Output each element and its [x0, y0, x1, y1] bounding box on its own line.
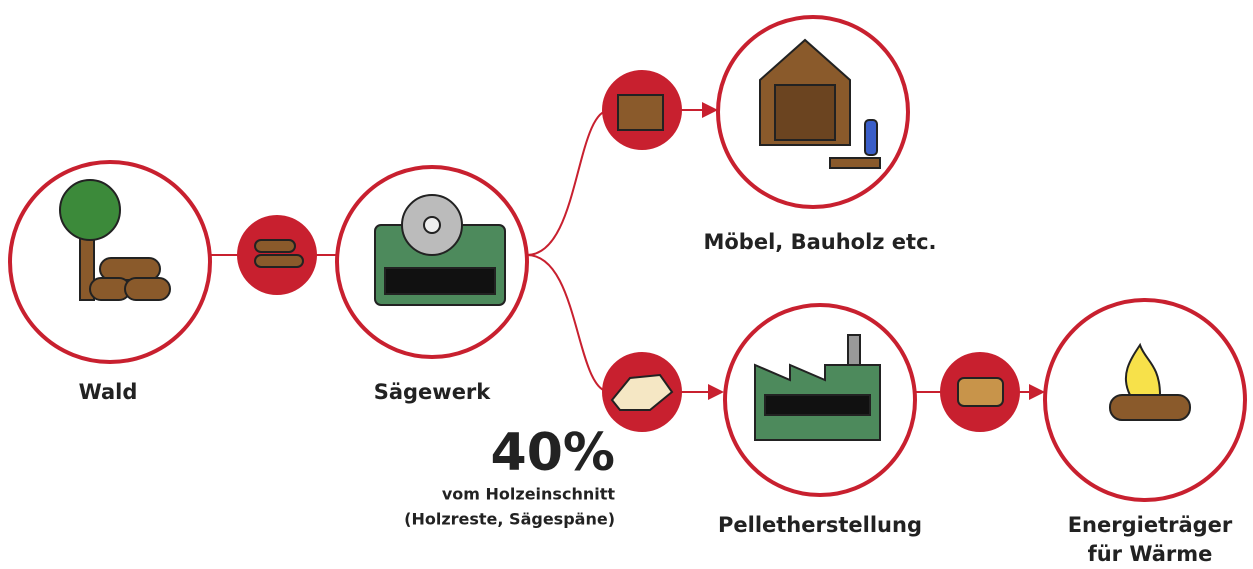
stat-text: vom Holzeinschnitt [442, 485, 615, 504]
node-label: Sägewerk [374, 380, 492, 404]
node-label: Pelletherstellung [718, 513, 922, 537]
stat-text: (Holzreste, Sägespäne) [404, 510, 615, 529]
node-label: für Wärme [1088, 542, 1213, 566]
diagram: Wald Sägewerk Möbel, Bauholz etc. Pellet… [0, 0, 1253, 569]
node-label: Energieträger [1068, 513, 1233, 537]
node-label: Wald [79, 380, 138, 404]
node-label: Möbel, Bauholz etc. [703, 230, 936, 254]
stat-value: 40% [491, 423, 615, 483]
